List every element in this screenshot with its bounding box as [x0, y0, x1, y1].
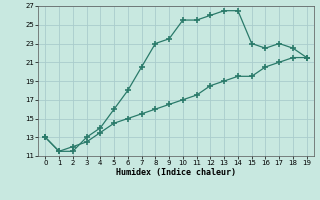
X-axis label: Humidex (Indice chaleur): Humidex (Indice chaleur) — [116, 168, 236, 177]
